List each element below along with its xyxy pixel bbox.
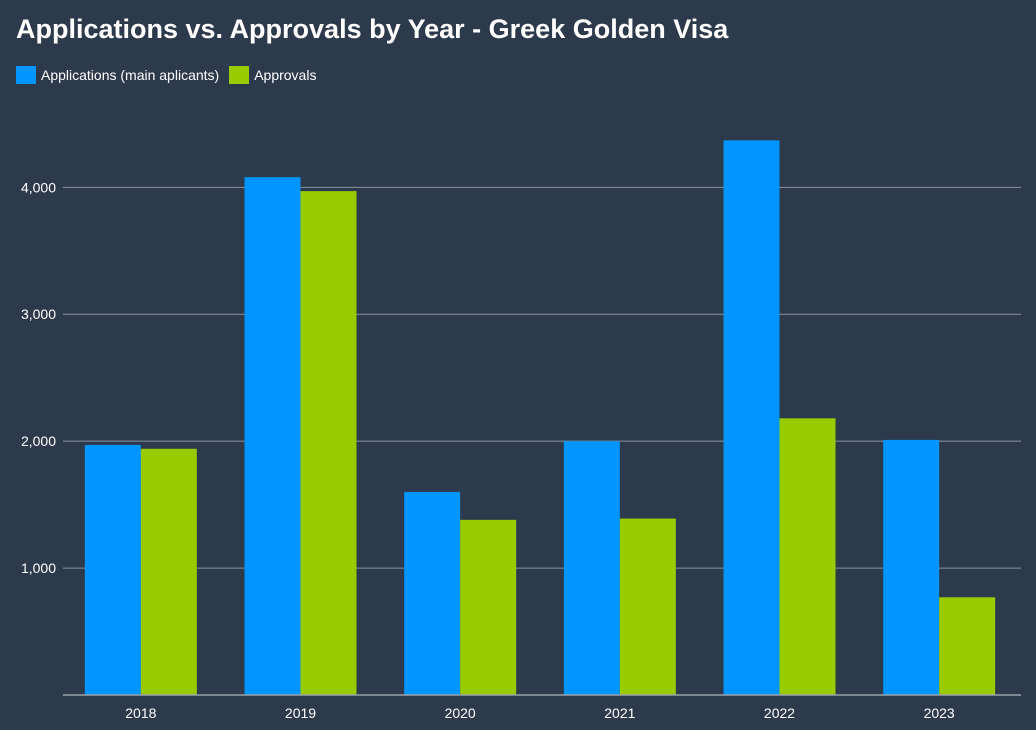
legend: Applications (main aplicants) Approvals (16, 66, 326, 84)
bar-applications-2019 (244, 177, 301, 696)
legend-swatch-applications (16, 66, 36, 84)
bar-approvals-2021 (619, 518, 676, 695)
x-tick-label: 2023 (924, 705, 955, 721)
bar-approvals-2023 (939, 597, 996, 695)
x-tick-label: 2022 (764, 705, 795, 721)
y-tick-label: 3,000 (21, 306, 56, 322)
bar-applications-2018 (84, 444, 141, 695)
y-tick-label: 2,000 (21, 433, 56, 449)
bar-approvals-2022 (779, 418, 836, 695)
y-tick-label: 1,000 (21, 560, 56, 576)
x-tick-label: 2020 (445, 705, 476, 721)
legend-label-applications: Applications (main aplicants) (41, 67, 220, 83)
legend-swatch-approvals (229, 66, 250, 84)
bar-approvals-2020 (460, 519, 517, 695)
x-tick-label: 2021 (604, 705, 635, 721)
bar-applications-2022 (723, 140, 780, 695)
bar-applications-2023 (883, 439, 940, 695)
bar-approvals-2019 (300, 191, 357, 695)
legend-item-applications[interactable]: Applications (main aplicants) (16, 66, 219, 84)
bar-applications-2021 (563, 441, 620, 695)
x-tick-label: 2019 (285, 705, 316, 721)
x-tick-label: 2018 (125, 705, 156, 721)
chart-title: Applications vs. Approvals by Year - Gre… (16, 14, 729, 44)
legend-item-approvals[interactable]: Approvals (229, 66, 316, 84)
legend-label-approvals: Approvals (254, 67, 317, 83)
y-tick-label: 4,000 (21, 179, 56, 195)
bar-approvals-2018 (140, 448, 197, 695)
bar-applications-2020 (404, 491, 461, 695)
